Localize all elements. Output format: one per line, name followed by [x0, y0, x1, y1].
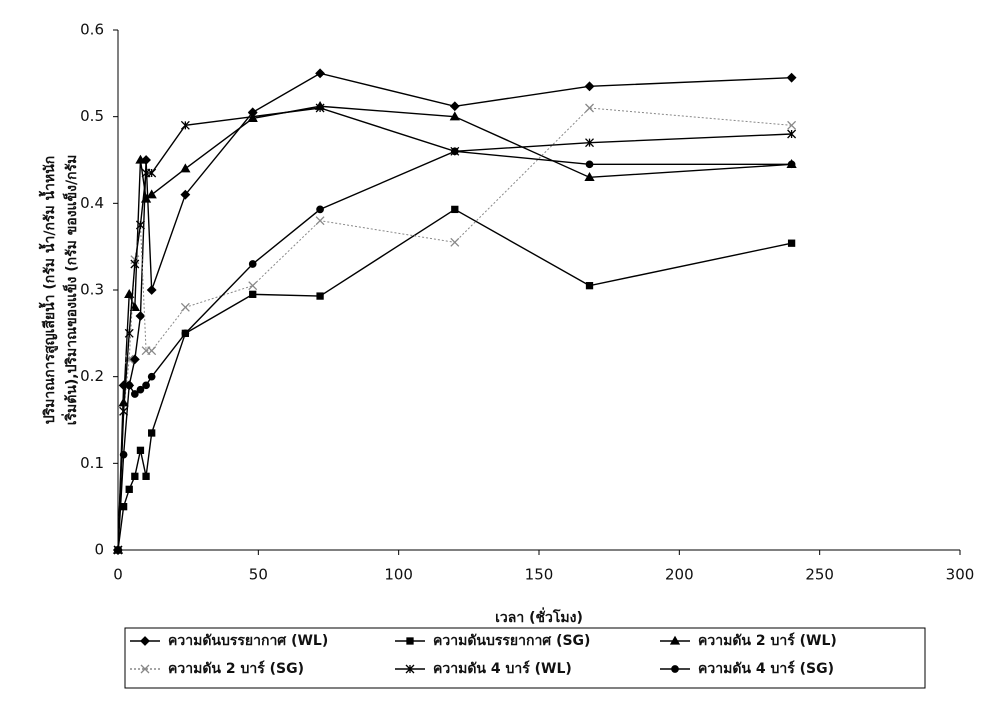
marker: [149, 430, 155, 436]
legend-label: ความดัน 4 บาร์ (SG): [698, 660, 834, 677]
marker: [181, 303, 189, 311]
x-tick-label: 150: [525, 566, 554, 584]
y-tick-label: 0: [94, 541, 104, 559]
marker: [182, 330, 188, 336]
chart: เวลา (ชั่วโมง) ปริมาณการสูญเสียน้ำ (กรัม…: [0, 0, 983, 716]
marker: [115, 547, 121, 553]
y-axis-label: ปริมาณการสูญเสียน้ำ (กรัม น้ำ/กรัม น้ำหน…: [38, 156, 58, 425]
marker: [317, 206, 323, 212]
marker: [587, 283, 593, 289]
series-line: [118, 73, 792, 550]
legend-label: ความดัน 2 บาร์ (SG): [168, 660, 304, 677]
legend-label: ความดันบรรยากาศ (WL): [168, 633, 328, 649]
x-tick-label: 300: [946, 566, 975, 584]
y-axis-label: เริ่มต้น),ปริมาณของแข็ง (กรัม ของแข็ง/กร…: [61, 155, 80, 426]
series-line: [118, 108, 792, 550]
marker: [143, 382, 149, 388]
marker: [452, 148, 458, 154]
x-tick-label: 50: [249, 566, 268, 584]
series-line: [118, 108, 792, 550]
y-tick-label: 0.5: [80, 107, 104, 125]
marker: [789, 240, 795, 246]
legend-label: ความดัน 2 บาร์ (WL): [698, 632, 837, 649]
marker: [788, 74, 796, 82]
marker: [131, 260, 139, 268]
marker: [451, 238, 459, 246]
marker: [126, 382, 132, 388]
marker: [148, 373, 154, 379]
y-tick-label: 0.3: [80, 281, 104, 299]
marker: [132, 391, 138, 397]
marker: [141, 637, 149, 645]
marker: [407, 638, 413, 644]
marker: [316, 217, 324, 225]
marker: [137, 447, 143, 453]
marker: [317, 293, 323, 299]
y-tick-label: 0.1: [80, 454, 104, 472]
marker: [788, 161, 794, 167]
marker: [136, 312, 144, 320]
marker: [143, 473, 149, 479]
y-tick-label: 0.4: [80, 194, 104, 212]
marker: [137, 386, 143, 392]
marker: [586, 104, 594, 112]
marker: [586, 82, 594, 90]
x-tick-label: 200: [665, 566, 694, 584]
marker: [586, 161, 592, 167]
marker: [148, 286, 156, 294]
marker: [452, 206, 458, 212]
legend-label: ความดัน 4 บาร์ (WL): [433, 660, 572, 677]
x-tick-label: 100: [384, 566, 413, 584]
marker: [249, 282, 257, 290]
marker: [316, 69, 324, 77]
marker: [788, 121, 796, 129]
series-line: [118, 106, 792, 550]
marker: [250, 291, 256, 297]
y-tick-label: 0.6: [80, 21, 104, 39]
marker: [250, 261, 256, 267]
series-line: [118, 209, 792, 550]
marker: [132, 473, 138, 479]
y-tick-label: 0.2: [80, 367, 104, 385]
marker: [148, 347, 156, 355]
legend-label: ความดันบรรยากาศ (SG): [433, 633, 590, 649]
x-axis-label: เวลา (ชั่วโมง): [495, 607, 583, 626]
marker: [125, 329, 133, 337]
marker: [451, 102, 459, 110]
x-tick-label: 0: [113, 566, 123, 584]
x-tick-label: 250: [805, 566, 834, 584]
marker: [121, 504, 127, 510]
marker: [120, 451, 126, 457]
marker: [126, 486, 132, 492]
marker: [672, 666, 678, 672]
